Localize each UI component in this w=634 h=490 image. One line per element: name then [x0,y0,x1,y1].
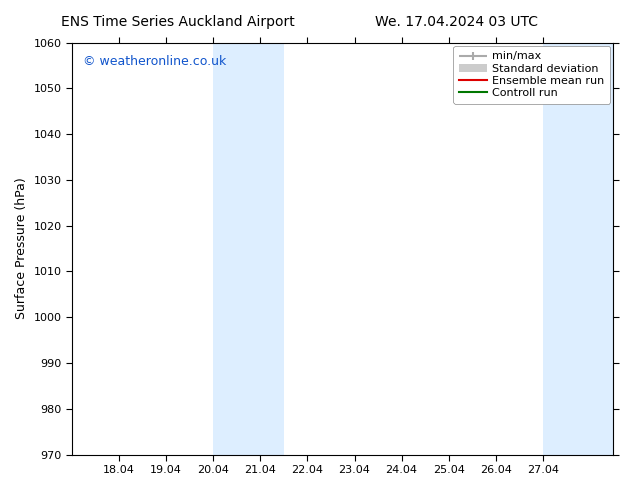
Legend: min/max, Standard deviation, Ensemble mean run, Controll run: min/max, Standard deviation, Ensemble me… [453,46,610,104]
Text: We. 17.04.2024 03 UTC: We. 17.04.2024 03 UTC [375,15,538,29]
Bar [543,43,614,455]
Text: © weatheronline.co.uk: © weatheronline.co.uk [83,55,226,68]
Y-axis label: Surface Pressure (hPa): Surface Pressure (hPa) [15,178,28,319]
Text: ENS Time Series Auckland Airport: ENS Time Series Auckland Airport [61,15,294,29]
Bar [213,43,284,455]
